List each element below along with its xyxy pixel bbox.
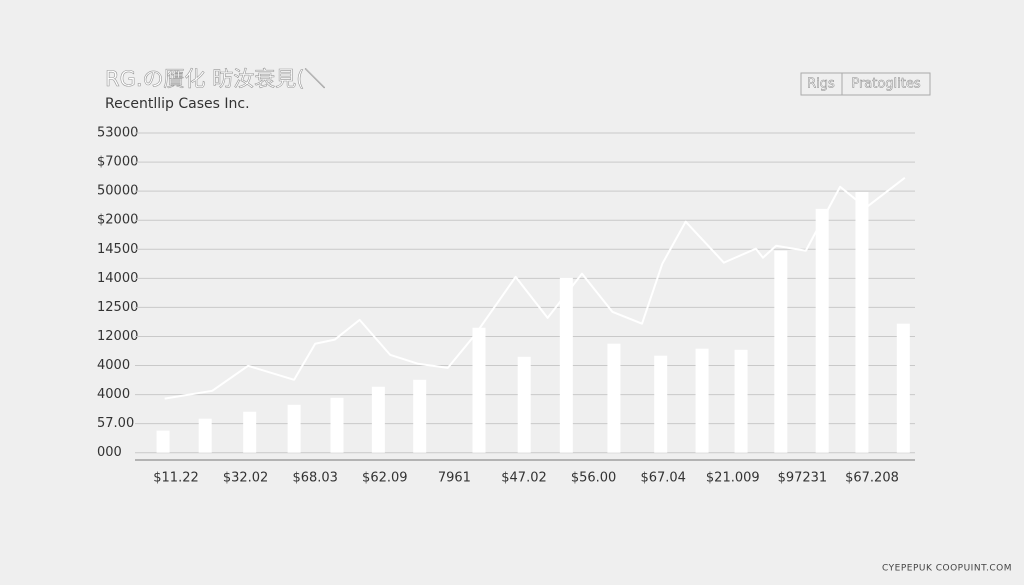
- y-tick-label: 14500: [97, 242, 138, 257]
- chart-subtitle: Recentllip Cases Inc.: [105, 96, 250, 112]
- y-tick-label: 4000: [97, 387, 130, 402]
- bar: [695, 348, 709, 453]
- bar: [198, 418, 212, 453]
- y-tick-label: 53000: [97, 126, 138, 141]
- bar: [855, 192, 869, 453]
- bar: [774, 250, 788, 453]
- x-tick-label: $32.02: [223, 471, 269, 486]
- line: [164, 176, 906, 400]
- y-tick-label: $2000: [97, 213, 138, 228]
- x-tick-label: $97231: [778, 471, 828, 486]
- bar: [815, 208, 829, 453]
- y-tick-label: 50000: [97, 184, 138, 199]
- bar: [607, 343, 621, 453]
- bar: [413, 379, 427, 453]
- x-tick-label: $62.09: [362, 471, 408, 486]
- bar: [287, 404, 301, 453]
- y-tick-label: 14000: [97, 271, 138, 286]
- chart-title: RG.の贋化 昉汝衰見(＼: [105, 67, 325, 91]
- bar: [243, 411, 257, 453]
- bar: [734, 349, 748, 453]
- bar: [330, 397, 344, 453]
- y-tick-label: 12500: [97, 300, 138, 315]
- y-tick-label: 000: [97, 445, 122, 460]
- x-tick-label: 7961: [438, 471, 471, 486]
- x-tick-label: $47.02: [501, 471, 547, 486]
- bar: [472, 327, 486, 453]
- bar: [559, 277, 573, 453]
- bar: [371, 386, 385, 453]
- bar: [654, 355, 668, 453]
- x-tick-label: $11.22: [153, 471, 199, 486]
- bar: [896, 323, 910, 453]
- legend-entry: Rigs: [807, 77, 835, 92]
- x-tick-label: $21.009: [706, 471, 760, 486]
- bar: [156, 430, 170, 453]
- x-tick-label: $67.208: [845, 471, 899, 486]
- watermark: CYEPEPUK COOPUINT.COM: [882, 564, 1012, 574]
- y-tick-label: 12000: [97, 329, 138, 344]
- x-tick-label: $68.03: [292, 471, 338, 486]
- y-tick-label: 4000: [97, 358, 130, 373]
- bar: [517, 356, 531, 453]
- x-tick-label: $67.04: [640, 471, 686, 486]
- x-tick-label: $56.00: [571, 471, 617, 486]
- y-tick-label: $7000: [97, 155, 138, 170]
- y-tick-label: 57.00: [97, 416, 134, 431]
- legend-entry: Pratoglites: [851, 77, 921, 92]
- legend-box: [800, 72, 931, 96]
